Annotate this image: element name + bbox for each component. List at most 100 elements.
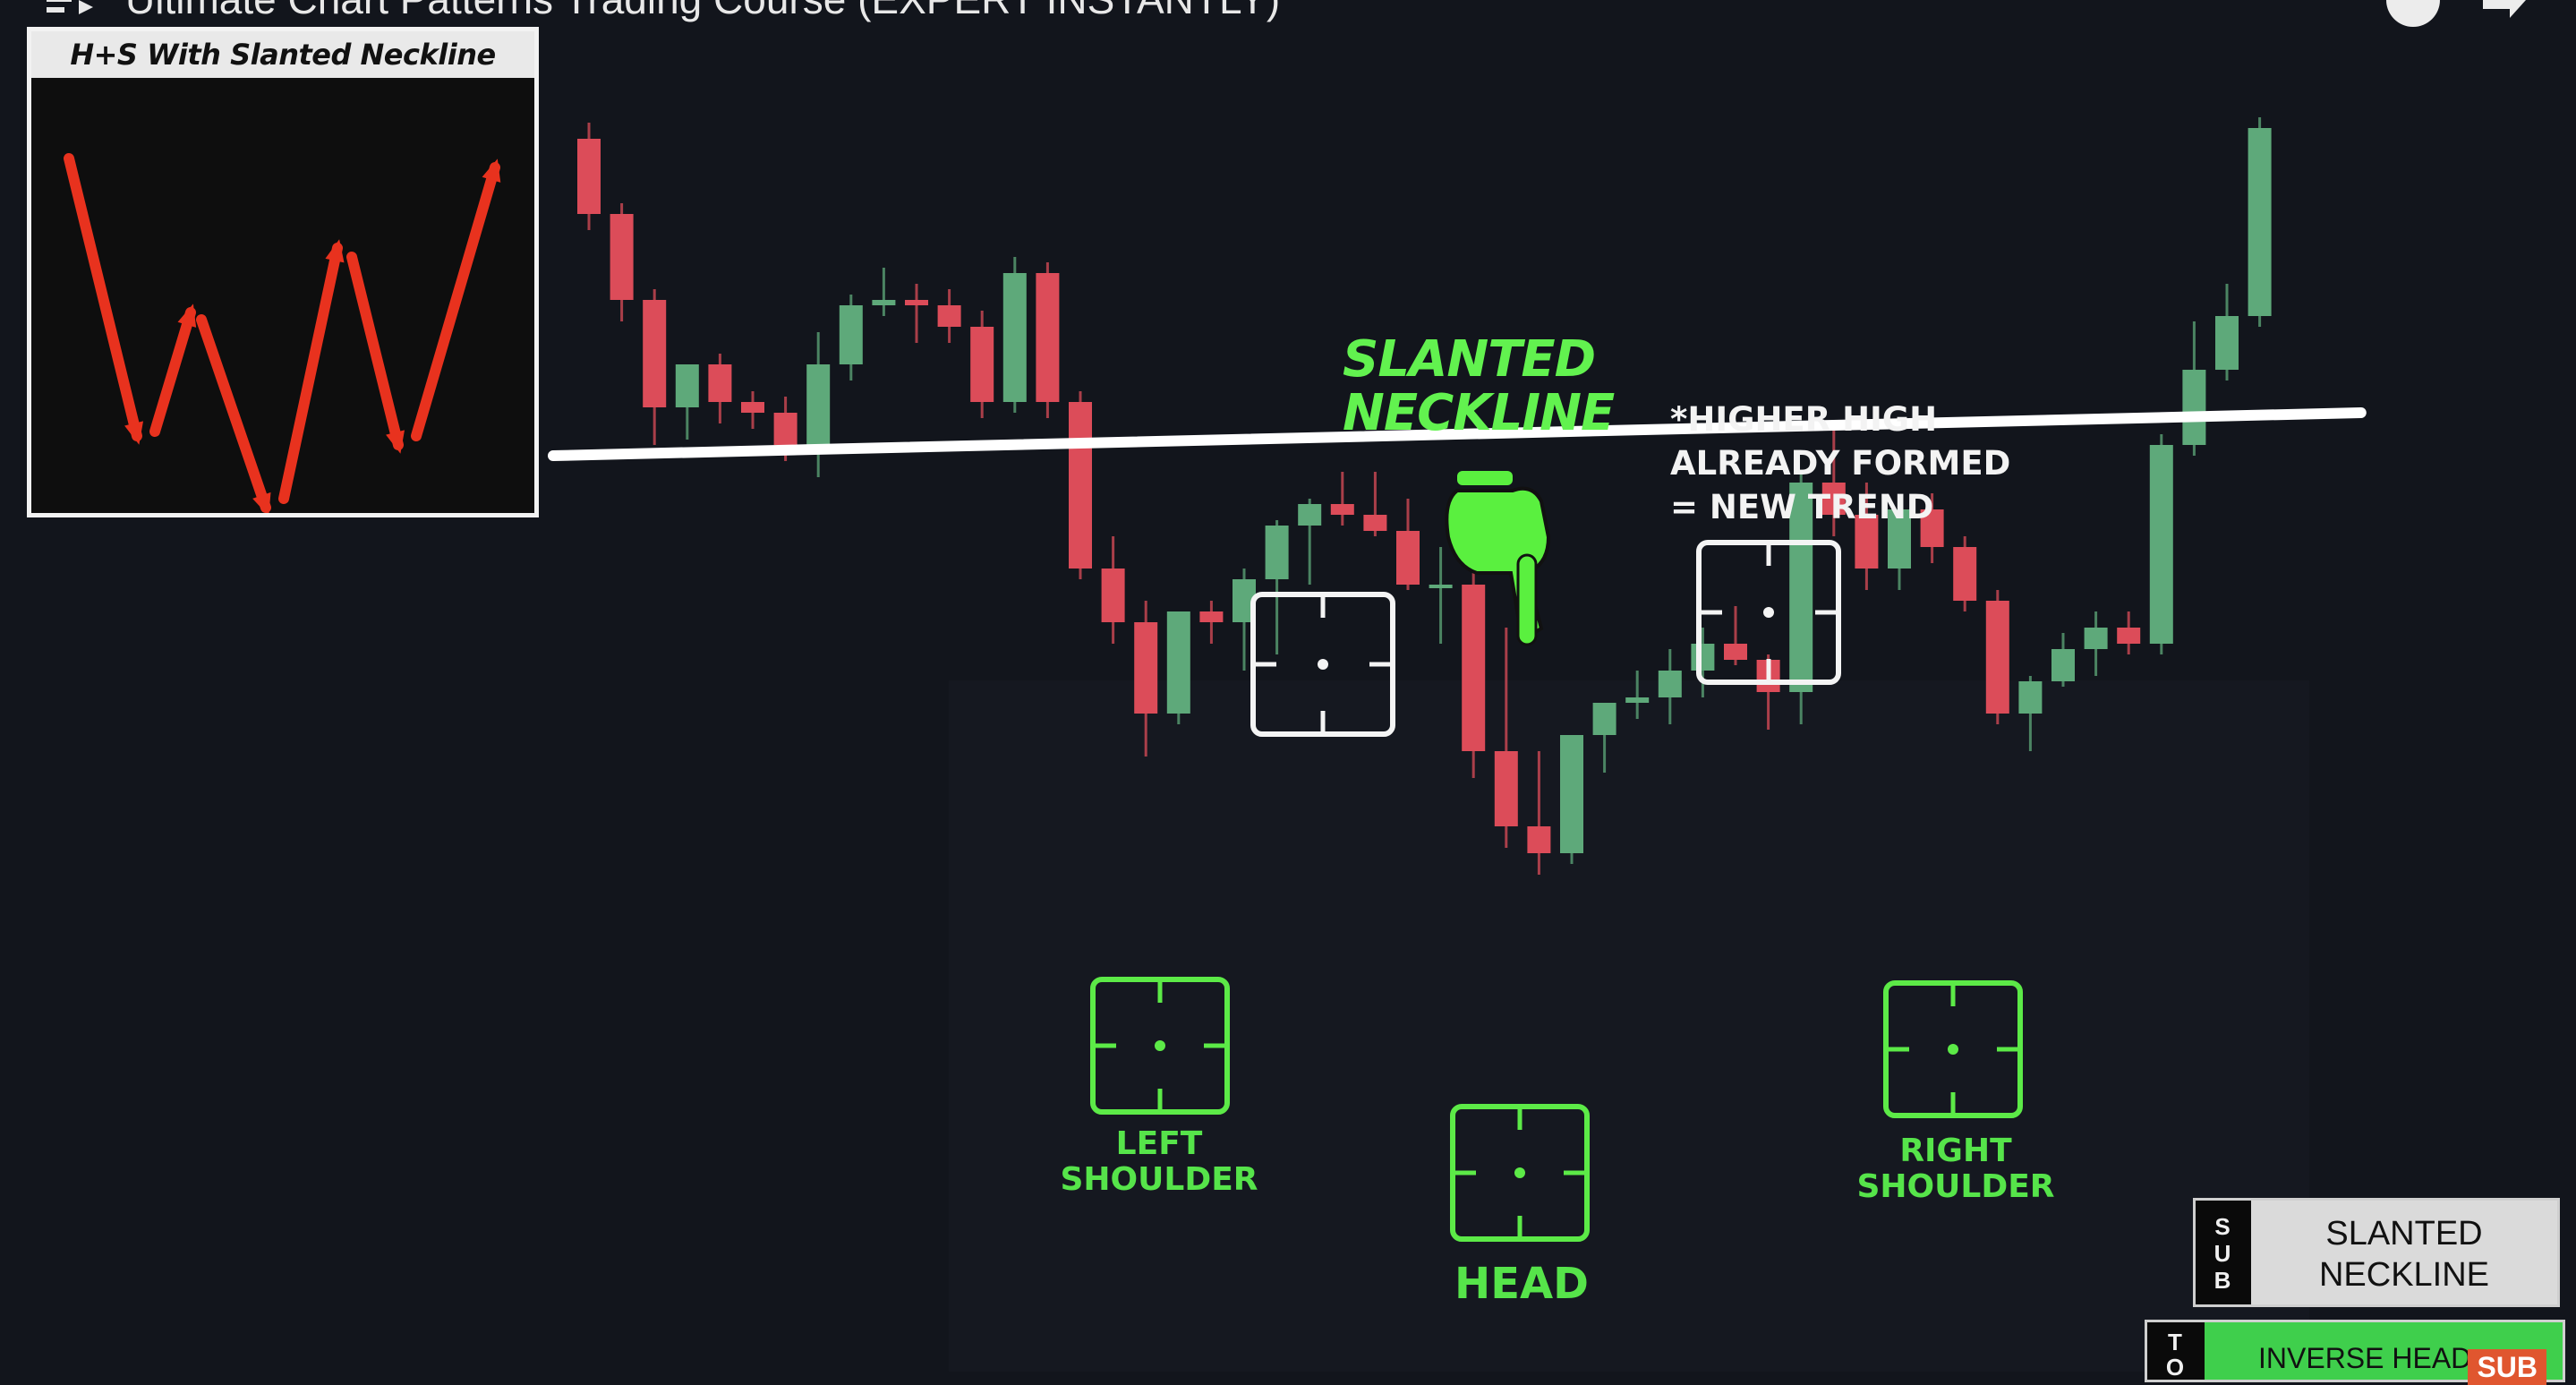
playlist-icon[interactable] <box>47 0 100 18</box>
sub-letter: B <box>2213 1267 2231 1294</box>
label-line: SHOULDER <box>1856 1167 2055 1205</box>
label-line: LEFT <box>1115 1125 1203 1162</box>
sub-card-title: SLANTED NECKLINE <box>2251 1201 2557 1304</box>
chart-panel <box>949 680 2309 1372</box>
bear-candle <box>1101 569 1125 622</box>
bear-candle <box>1494 751 1518 826</box>
bear-candle <box>1396 531 1420 585</box>
next-letter: O <box>2165 1354 2185 1381</box>
head-target-dot <box>1514 1167 1525 1178</box>
sub-title-line: SLANTED <box>2325 1215 2483 1252</box>
next-side-strip: T O <box>2147 1322 2203 1380</box>
pattern-arrowhead <box>252 492 271 517</box>
video-title: Ultimate Chart Patterns Trading Course (… <box>125 0 1280 21</box>
neckline-touch-target-dot <box>1318 659 1328 670</box>
neckline-label-line: NECKLINE <box>1343 384 1615 443</box>
next-video-card[interactable]: T O INVERSE HEAD SUB <box>2145 1320 2565 1385</box>
bull-candle <box>2084 628 2108 649</box>
head-label: HEAD <box>1454 1259 1589 1309</box>
higher-high-note: *HIGHER HIGH ALREADY FORMED = NEW TREND <box>1670 398 2010 529</box>
bull-candle <box>1002 273 1027 402</box>
pattern-arrow <box>346 252 404 450</box>
pattern-arrowhead <box>482 158 501 183</box>
subscribe-card[interactable]: S U B SLANTED NECKLINE <box>2193 1198 2560 1307</box>
pattern-arrowhead <box>124 421 144 445</box>
bull-candle <box>2149 445 2173 644</box>
bear-candle <box>937 305 961 327</box>
inset-title: H+S With Slanted Neckline <box>31 31 534 78</box>
bull-candle <box>1265 526 1289 579</box>
bull-candle <box>839 305 863 364</box>
bear-candle <box>905 300 928 305</box>
bull-candle <box>1789 483 1813 692</box>
bear-candle <box>577 139 601 214</box>
subscribe-badge[interactable]: SUB <box>2468 1349 2546 1385</box>
bear-candle <box>1855 515 1879 569</box>
share-icon[interactable] <box>2474 0 2528 27</box>
bull-candle <box>1592 703 1616 735</box>
bull-candle <box>1429 585 1453 588</box>
next-letter: T <box>2168 1329 2182 1355</box>
right-shoulder-target-dot <box>1948 1044 1958 1055</box>
neckline <box>548 407 2367 461</box>
note-line: ALREADY FORMED <box>1670 444 2011 483</box>
neckline-label: SLANTED NECKLINE <box>1343 330 1615 443</box>
sub-title-line: NECKLINE <box>2318 1256 2490 1294</box>
bull-candle <box>1691 644 1715 671</box>
pattern-inset: H+S With Slanted Neckline <box>27 27 539 517</box>
bull-candle <box>1298 504 1322 526</box>
pointing-hand-icon <box>1445 471 1551 646</box>
bear-candle <box>1036 273 1060 402</box>
slanted-pattern-diagram <box>64 153 501 517</box>
pattern-arrow <box>278 243 343 504</box>
bear-candle <box>1527 826 1551 853</box>
neckline-touch-target-dot <box>1763 607 1774 618</box>
bear-candle <box>1821 483 1846 515</box>
pattern-arrow <box>196 314 271 513</box>
bear-candle <box>970 327 994 402</box>
bear-candle <box>2117 628 2141 644</box>
bear-candle <box>708 364 732 402</box>
neckline-label-line: SLANTED <box>1343 330 1596 389</box>
bear-candle <box>1134 622 1158 714</box>
label-line: RIGHT <box>1899 1133 2012 1169</box>
note-line: = NEW TREND <box>1670 488 1934 526</box>
pattern-arrow <box>149 307 196 437</box>
bear-candle <box>1462 585 1486 751</box>
right-shoulder-label: RIGHT SHOULDER <box>1830 1133 2081 1204</box>
bull-candle <box>1166 611 1190 714</box>
bear-candle <box>1363 515 1387 531</box>
pattern-arrowhead <box>325 239 345 263</box>
bull-candle <box>2018 681 2043 714</box>
bear-candle <box>1199 611 1224 622</box>
sub-letter: U <box>2213 1240 2231 1267</box>
pattern-arrowhead <box>177 304 197 328</box>
sub-side-strip: S U B <box>2196 1201 2249 1304</box>
bear-candle <box>1920 509 1944 547</box>
bull-candle <box>2051 649 2075 681</box>
bull-candle <box>2182 370 2206 445</box>
bull-candle <box>1625 697 1650 703</box>
bear-candle <box>741 402 764 413</box>
note-line: *HIGHER HIGH <box>1670 400 1938 439</box>
pattern-arrow <box>64 153 142 441</box>
bull-candle <box>1658 671 1682 697</box>
bear-candle <box>1330 504 1354 515</box>
bear-candle <box>1724 644 1747 660</box>
bull-candle <box>2215 316 2239 370</box>
bear-candle <box>643 300 667 407</box>
bull-candle <box>872 300 896 305</box>
pattern-arrowhead <box>386 430 405 454</box>
bear-candle <box>1985 601 2009 714</box>
bull-candle <box>2248 128 2272 316</box>
bull-candle <box>1560 735 1583 853</box>
pattern-arrow <box>411 162 500 441</box>
bear-candle <box>610 214 634 300</box>
bear-candle <box>773 413 798 445</box>
bull-candle <box>675 364 699 407</box>
bull-candle <box>1888 509 1911 569</box>
bear-candle <box>1953 547 1977 601</box>
sub-letter: S <box>2214 1213 2231 1240</box>
